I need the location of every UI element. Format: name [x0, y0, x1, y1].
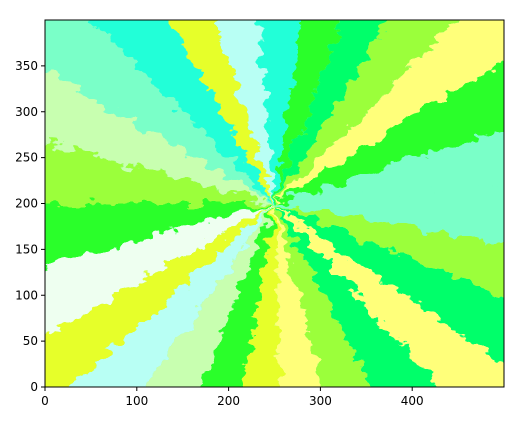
heatmap-ray [274, 203, 504, 365]
heatmap-ray [274, 203, 373, 387]
heatmap-ray [70, 203, 275, 387]
heatmap-ray [45, 142, 275, 204]
heatmap-ray [274, 20, 458, 204]
heatmap-ray [45, 203, 275, 265]
y-axis: 0 50 100 150 200 250 300 350 [15, 59, 45, 394]
heatmap-ray [274, 128, 504, 204]
y-tick-label: 100 [15, 288, 38, 302]
y-tick-label: 200 [15, 197, 38, 211]
y-tick-label: 150 [15, 242, 38, 256]
heatmap-ray [274, 60, 504, 204]
heatmap-ray [214, 20, 275, 204]
x-axis: 0 100 200 300 400 [41, 387, 424, 408]
heatmap-ray [258, 20, 301, 204]
heatmap-ray [274, 203, 324, 387]
y-tick-label: 250 [15, 151, 38, 165]
y-tick-label: 300 [15, 105, 38, 119]
x-tick-label: 200 [217, 394, 240, 408]
y-tick-label: 0 [30, 380, 38, 394]
y-tick-label: 350 [15, 59, 38, 73]
y-tick-label: 50 [23, 334, 38, 348]
heatmap-ray [45, 203, 275, 387]
heatmap-ray [45, 70, 275, 204]
heatmap-ray [45, 20, 275, 204]
heatmap-ray [200, 203, 275, 387]
x-tick-label: 300 [309, 394, 332, 408]
heatmap-ray [242, 203, 281, 387]
heatmap-ray [274, 203, 504, 387]
heatmap-ray [146, 203, 275, 387]
x-tick-label: 0 [41, 394, 49, 408]
heatmap-ray [274, 20, 504, 204]
heatmap-ray [274, 203, 504, 297]
heatmap-ray [274, 183, 504, 244]
heatmap-ray [274, 20, 342, 204]
x-tick-label: 100 [125, 394, 148, 408]
x-tick-label: 400 [401, 394, 424, 408]
heatmap-ray [274, 20, 390, 204]
